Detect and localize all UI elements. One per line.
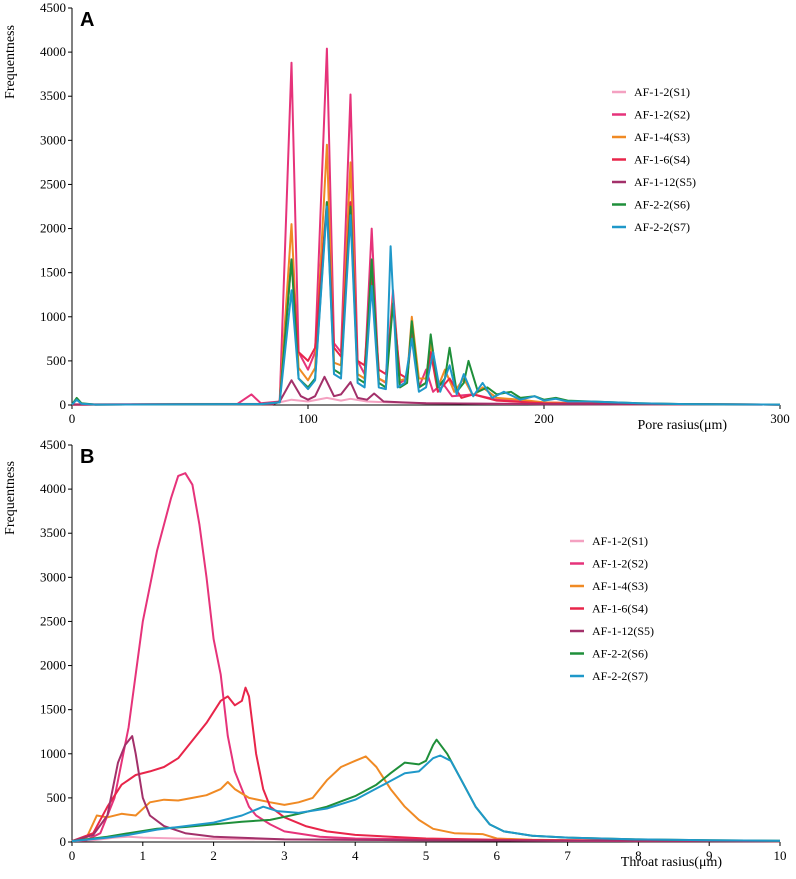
- y-tick-label: 1000: [40, 746, 66, 761]
- series-line-4: [71, 201, 781, 406]
- x-tick-label: 6: [494, 848, 501, 863]
- legend-label: AF-1-6(S4): [634, 153, 690, 167]
- y-tick-label: 0: [60, 397, 67, 412]
- series-line-5: [71, 735, 781, 843]
- y-tick-label: 2500: [40, 613, 66, 628]
- x-tick-label: 4: [352, 848, 359, 863]
- x-tick-label: 2: [210, 848, 217, 863]
- y-tick-label: 500: [47, 353, 67, 368]
- y-tick-label: 3000: [40, 569, 66, 584]
- x-tick-label: 0: [69, 848, 76, 863]
- series-line-2: [71, 472, 780, 843]
- x-tick-label: 9: [706, 848, 713, 863]
- x-tick-label: 10: [774, 848, 787, 863]
- series-line-4: [71, 686, 781, 843]
- legend-label: AF-2-2(S6): [592, 647, 648, 661]
- series-line-2: [71, 47, 781, 406]
- y-tick-label: 500: [47, 790, 67, 805]
- y-axis-label: Frequentness: [3, 461, 18, 535]
- series-line-6: [71, 738, 781, 843]
- series-line-3: [71, 755, 781, 843]
- y-tick-label: 3000: [40, 132, 66, 147]
- legend-label: AF-1-4(S3): [592, 579, 648, 593]
- y-tick-label: 2000: [40, 658, 66, 673]
- x-tick-label: 0: [69, 411, 76, 426]
- x-tick-label: 1: [140, 848, 147, 863]
- x-tick-label: 100: [298, 411, 318, 426]
- y-tick-label: 0: [60, 834, 67, 849]
- y-tick-label: 2500: [40, 176, 66, 191]
- panel-letter: A: [80, 9, 94, 31]
- chart-panel-B: 0 500 1000 1500 2000 2500 3000 3500 4000 4500 0 1 2 3…: [3, 437, 787, 870]
- y-tick-label: 1500: [40, 702, 66, 717]
- y-tick-label: 4000: [40, 44, 66, 59]
- x-axis-label: Pore rasius(μm): [637, 418, 727, 433]
- legend-label: AF-2-2(S7): [592, 669, 648, 683]
- y-tick-label: 2000: [40, 221, 66, 236]
- y-tick-label: 4000: [40, 481, 66, 496]
- legend-label: AF-1-12(S5): [634, 175, 696, 189]
- y-tick-label: 4500: [40, 0, 66, 15]
- panel-letter: B: [80, 446, 94, 468]
- legend-label: AF-1-6(S4): [592, 602, 648, 616]
- x-tick-label: 200: [534, 411, 554, 426]
- legend-label: AF-2-2(S7): [634, 220, 690, 234]
- y-tick-label: 3500: [40, 88, 66, 103]
- series-line-7: [71, 205, 781, 406]
- series-line-5: [71, 375, 781, 406]
- y-axis-label: Frequentness: [3, 25, 18, 99]
- legend-label: AF-1-4(S3): [634, 130, 690, 144]
- legend-label: AF-1-2(S1): [592, 534, 648, 548]
- x-tick-label: 3: [281, 848, 288, 863]
- x-tick-label: 7: [564, 848, 571, 863]
- y-tick-label: 4500: [40, 437, 66, 452]
- legend-label: AF-1-2(S2): [634, 108, 690, 122]
- legend-label: AF-2-2(S6): [634, 198, 690, 212]
- legend-label: AF-1-2(S2): [592, 557, 648, 571]
- series-line-7: [71, 754, 781, 843]
- y-tick-label: 1500: [40, 265, 66, 280]
- y-tick-label: 1000: [40, 309, 66, 324]
- x-tick-label: 300: [770, 411, 790, 426]
- legend-label: AF-1-2(S1): [634, 85, 690, 99]
- x-tick-label: 8: [635, 848, 642, 863]
- chart-panel-A: 0 500 1000 1500 2000 2500 3000 3500 4000 4500 0 100…: [3, 0, 790, 433]
- x-tick-label: 5: [423, 848, 430, 863]
- y-tick-label: 3500: [40, 525, 66, 540]
- legend-label: AF-1-12(S5): [592, 624, 654, 638]
- x-axis-label: Throat rasius(μm): [621, 855, 723, 870]
